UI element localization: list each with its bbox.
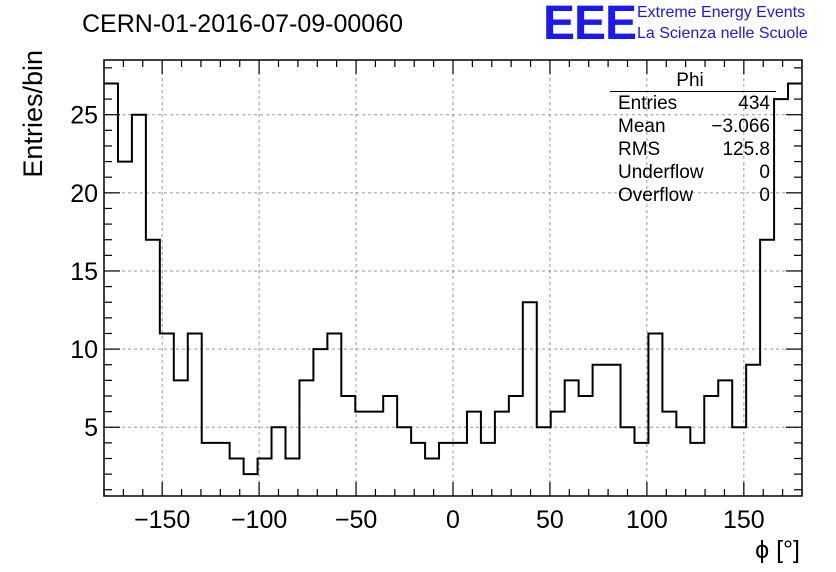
histogram-bin <box>662 412 676 496</box>
histogram-bin <box>537 427 551 496</box>
histogram-bin <box>216 443 230 496</box>
stats-box: Phi Entries 434 Mean −3.066 RMS 125.8 Un… <box>610 70 776 207</box>
stats-row-entries: Entries 434 <box>610 92 776 115</box>
stats-row-underflow: Underflow 0 <box>610 161 776 184</box>
histogram-bin <box>272 427 286 496</box>
histogram-bin <box>774 99 788 496</box>
logo-subtitle-2: La Scienza nelle Scuole <box>637 25 808 42</box>
grid-lines <box>104 60 802 496</box>
histogram-bin <box>132 115 146 496</box>
x-tick-label: 0 <box>446 506 460 534</box>
histogram-bin <box>579 396 593 496</box>
histogram-bin <box>369 412 383 496</box>
histogram-bin <box>565 380 579 496</box>
histogram-bin <box>397 427 411 496</box>
logo-subtitle-1: Extreme Energy Events <box>637 4 806 21</box>
stats-row-overflow: Overflow 0 <box>610 184 776 207</box>
y-tick-label: 15 <box>70 258 98 286</box>
histogram-bin <box>467 412 481 496</box>
stats-value: 0 <box>759 185 770 206</box>
stats-separator <box>610 91 776 92</box>
histogram-bin <box>676 427 690 496</box>
stats-row-mean: Mean −3.066 <box>610 115 776 138</box>
histogram-bin <box>509 396 523 496</box>
stats-value: 0 <box>759 162 770 183</box>
histogram-bin <box>607 365 621 496</box>
histogram-bin <box>258 458 272 496</box>
y-tick-label: 25 <box>70 102 98 130</box>
histogram-bin <box>104 83 118 496</box>
histogram-bin <box>383 396 397 496</box>
histogram-bin <box>160 333 174 496</box>
stats-row-rms: RMS 125.8 <box>610 138 776 161</box>
histogram-bin <box>174 380 188 496</box>
histogram-bin <box>634 443 648 496</box>
histogram-bin <box>118 162 132 496</box>
stats-value: 434 <box>738 93 770 114</box>
histogram-bin <box>704 396 718 496</box>
eee-logo: EEE <box>543 0 637 50</box>
x-tick-label: 150 <box>723 506 765 534</box>
histogram-bin <box>495 412 509 496</box>
stats-label: Entries <box>618 93 678 114</box>
x-tick-label: −100 <box>231 506 287 534</box>
histogram-bin <box>146 240 160 496</box>
histogram-bin <box>202 443 216 496</box>
stats-title: Phi <box>676 70 704 91</box>
histogram-bin <box>425 458 439 496</box>
histogram-bin <box>439 443 453 496</box>
histogram-outline <box>104 82 802 476</box>
histogram-bin <box>341 396 355 496</box>
y-axis-label: Entries/bin <box>18 50 48 178</box>
y-tick-label: 10 <box>70 336 98 364</box>
histogram-bin <box>244 474 258 496</box>
histogram-bin <box>313 349 327 496</box>
x-axis-label: ϕ [°] <box>755 536 800 564</box>
stats-label: Mean <box>618 116 666 137</box>
histogram-bin <box>621 427 635 496</box>
histogram-bin <box>285 458 299 496</box>
histogram-bin <box>690 443 704 496</box>
histogram-bin <box>732 427 746 496</box>
histogram-bin <box>593 365 607 496</box>
stats-value: 125.8 <box>722 139 770 160</box>
histogram-bin <box>327 333 341 496</box>
histogram-bin <box>481 443 495 496</box>
tick-labels: −150 −100 −50 0 50 100 150 5 10 15 20 25 <box>70 102 765 534</box>
histogram-bin <box>648 333 662 496</box>
x-tick-label: 50 <box>536 506 564 534</box>
histogram-bin <box>551 412 565 496</box>
histogram-bin <box>788 83 802 496</box>
histogram-bin <box>453 443 467 496</box>
histogram-bin <box>355 412 369 496</box>
histogram-bin <box>760 240 774 496</box>
tick-marks <box>103 60 803 496</box>
histogram-bin <box>188 333 202 496</box>
stats-label: Overflow <box>618 185 693 206</box>
run-title: CERN-01-2016-07-09-00060 <box>82 10 404 38</box>
x-tick-label: −150 <box>134 506 190 534</box>
stats-label: RMS <box>618 139 661 160</box>
histogram-bin <box>746 365 760 496</box>
histogram-bin <box>718 380 732 496</box>
histogram-bin <box>230 458 244 496</box>
stats-value: −3.066 <box>711 116 770 137</box>
stats-label: Underflow <box>618 162 704 183</box>
histogram-bin <box>523 302 537 496</box>
histogram-bin <box>299 380 313 496</box>
x-tick-label: −50 <box>335 506 377 534</box>
y-tick-label: 20 <box>70 180 98 208</box>
x-tick-label: 100 <box>626 506 668 534</box>
histogram-bin <box>411 443 425 496</box>
y-tick-label: 5 <box>84 414 98 442</box>
